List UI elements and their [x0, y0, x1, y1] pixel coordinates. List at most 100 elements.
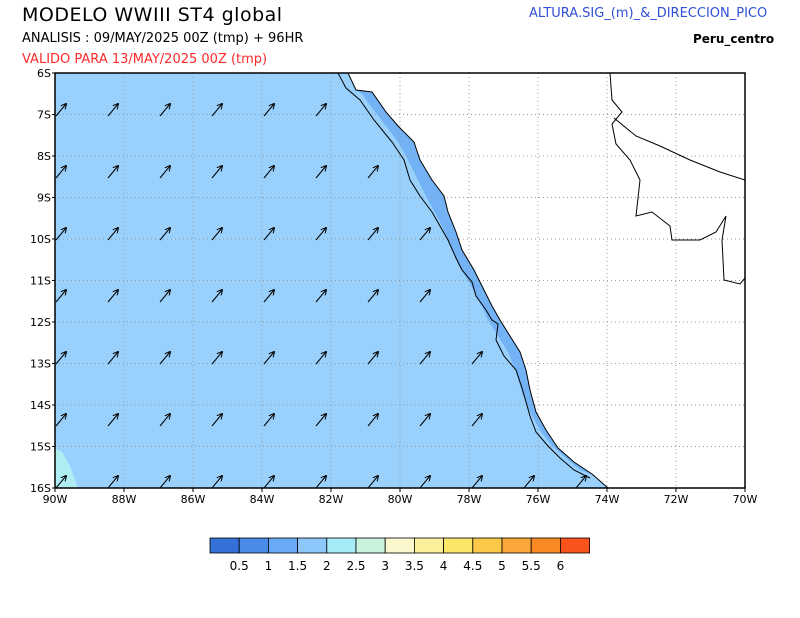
wave-arrow: [315, 414, 326, 427]
wave-arrow: [107, 352, 118, 365]
colorbar-swatch: [297, 537, 328, 554]
wave-arrow: [523, 476, 534, 488]
wave-arrow: [367, 166, 378, 179]
wave-arrow: [367, 352, 378, 365]
colorbar-swatch: [501, 537, 532, 554]
colorbar-swatch: [267, 537, 298, 554]
wave-arrow: [315, 290, 326, 303]
wave-arrow: [471, 414, 482, 427]
colorbar-swatch: [209, 537, 240, 554]
wave-arrow: [419, 414, 430, 427]
x-tick-label: 88W: [112, 493, 137, 506]
colorbar-label: 4: [440, 559, 448, 573]
wave-arrow: [263, 290, 274, 303]
wave-arrow: [315, 228, 326, 241]
wave-arrow: [211, 104, 222, 117]
y-axis-ticks: 6S 7S 8S 9S 10S 11S 12S 13S 14S 15S 16S: [30, 67, 55, 495]
x-tick-label: 74W: [595, 493, 620, 506]
colorbar-label: 2.5: [346, 559, 365, 573]
colorbar-swatch: [355, 537, 386, 554]
wave-arrow: [263, 104, 274, 117]
wave-arrow: [211, 166, 222, 179]
wave-arrow: [419, 476, 430, 488]
wave-arrow: [159, 166, 170, 179]
wave-arrow: [575, 476, 586, 488]
x-tick-label: 90W: [43, 493, 68, 506]
wave-arrow: [55, 104, 66, 117]
colorbar-label: 0.5: [230, 559, 249, 573]
wave-arrow: [367, 414, 378, 427]
colorbar-label: 6: [557, 559, 565, 573]
y-tick-label: 9S: [37, 192, 51, 205]
y-tick-label: 12S: [30, 316, 51, 329]
wave-arrow: [263, 228, 274, 241]
wave-arrow: [107, 228, 118, 241]
y-tick-label: 6S: [37, 67, 51, 80]
wave-arrow: [263, 352, 274, 365]
wave-arrow: [419, 228, 430, 241]
x-tick-label: 80W: [388, 493, 413, 506]
wave-arrow: [159, 352, 170, 365]
wave-arrow: [367, 228, 378, 241]
wave-arrow: [107, 166, 118, 179]
y-tick-label: 10S: [30, 233, 51, 246]
colorbar-label: 1.5: [288, 559, 307, 573]
x-tick-label: 86W: [181, 493, 206, 506]
x-tick-label: 78W: [457, 493, 482, 506]
colorbar-swatch: [530, 537, 561, 554]
variable-label: ALTURA.SIG_(m)_&_DIRECCION_PICO: [529, 6, 768, 21]
wave-arrow: [107, 414, 118, 427]
wave-direction-arrows: [55, 104, 586, 488]
wave-arrow: [315, 166, 326, 179]
x-tick-label: 70W: [733, 493, 758, 506]
wave-arrow: [107, 104, 118, 117]
colorbar-label: 5.5: [522, 559, 541, 573]
wave-arrow: [315, 104, 326, 117]
colorbar-label: 5: [498, 559, 506, 573]
y-tick-label: 15S: [30, 441, 51, 454]
wave-arrow: [159, 104, 170, 117]
wave-arrow: [107, 290, 118, 303]
y-tick-label: 7S: [37, 109, 51, 122]
y-tick-label: 13S: [30, 358, 51, 371]
colorbar-swatch: [472, 537, 503, 554]
wave-arrow: [55, 228, 66, 241]
x-tick-label: 76W: [526, 493, 551, 506]
colorbar-label: 3: [381, 559, 389, 573]
colorbar-label: 1: [265, 559, 273, 573]
y-tick-label: 11S: [30, 275, 51, 288]
y-tick-label: 16S: [30, 482, 51, 495]
colorbar-swatch: [413, 537, 444, 554]
valid-time: VALIDO PARA 13/MAY/2025 00Z (tmp): [22, 52, 268, 67]
wave-arrow: [315, 352, 326, 365]
analysis-time: ANALISIS : 09/MAY/2025 00Z (tmp) + 96HR: [22, 31, 304, 46]
wave-arrow: [263, 476, 274, 488]
y-tick-label: 8S: [37, 150, 51, 163]
colorbar-swatch: [326, 537, 357, 554]
graticule: [55, 73, 745, 488]
coastal-low-wave-band: [356, 90, 596, 476]
wave-arrow: [211, 290, 222, 303]
chart-title: MODELO WWIII ST4 global: [22, 4, 283, 26]
coastline: [337, 73, 745, 488]
colorbar-swatch: [238, 537, 269, 554]
wave-arrow: [471, 352, 482, 365]
wave-arrow: [55, 166, 66, 179]
colorbar-label: 3.5: [405, 559, 424, 573]
colorbar-label: 4.5: [463, 559, 482, 573]
region-label: Peru_centro: [693, 32, 775, 46]
wave-arrow: [55, 476, 66, 488]
wave-arrow: [419, 290, 430, 303]
wave-arrow: [315, 476, 326, 488]
colorbar-swatch: [384, 537, 415, 554]
colorbar-label: 2: [323, 559, 331, 573]
wave-arrow: [159, 290, 170, 303]
x-axis-ticks: 90W 88W 86W 84W 82W 80W 78W 76W 74W 72W 70W: [43, 488, 758, 506]
wave-arrow: [367, 476, 378, 488]
wave-arrow: [159, 228, 170, 241]
wave-arrow: [263, 166, 274, 179]
wave-arrow: [211, 476, 222, 488]
x-tick-label: 82W: [319, 493, 344, 506]
colorbar-swatch: [443, 537, 474, 554]
